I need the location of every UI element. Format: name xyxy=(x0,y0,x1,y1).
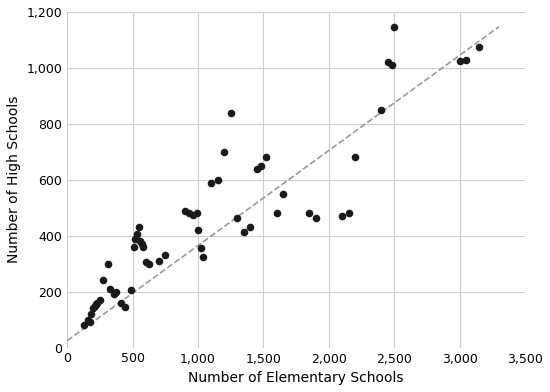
Point xyxy=(344,210,353,216)
Point xyxy=(390,24,399,31)
Point xyxy=(180,207,189,214)
Point xyxy=(138,241,146,247)
Point xyxy=(134,224,143,230)
Point xyxy=(246,224,255,230)
Point xyxy=(462,56,471,63)
Point xyxy=(130,244,139,250)
Point xyxy=(87,311,96,317)
Point xyxy=(239,229,248,235)
Point xyxy=(207,180,216,186)
Point xyxy=(93,300,102,306)
Point xyxy=(475,44,484,50)
Point xyxy=(184,210,193,216)
Point xyxy=(377,107,386,113)
Point xyxy=(233,214,241,221)
Point xyxy=(92,301,101,307)
Point xyxy=(80,322,89,328)
Point xyxy=(199,254,208,260)
Point xyxy=(189,212,197,218)
Point xyxy=(89,305,98,312)
Point xyxy=(213,177,222,183)
Point xyxy=(387,62,396,68)
Point xyxy=(106,286,115,292)
Point xyxy=(112,289,120,295)
Point xyxy=(120,304,129,310)
Point xyxy=(279,191,288,197)
Point xyxy=(96,297,104,303)
Point xyxy=(194,227,202,233)
Point xyxy=(161,252,170,258)
Point xyxy=(272,210,281,216)
Point xyxy=(86,319,95,326)
Point xyxy=(145,261,153,267)
Point xyxy=(338,213,346,219)
Y-axis label: Number of High Schools: Number of High Schools xyxy=(7,96,21,263)
Point xyxy=(262,154,271,161)
Point xyxy=(131,236,140,242)
Point xyxy=(192,210,201,216)
Point xyxy=(351,154,360,161)
Point xyxy=(252,165,261,172)
Point xyxy=(110,291,119,298)
Point xyxy=(455,58,464,64)
Point xyxy=(220,149,229,155)
Point xyxy=(84,316,92,323)
Point xyxy=(127,287,136,294)
Point xyxy=(155,258,163,264)
Point xyxy=(305,210,314,216)
Point xyxy=(98,278,107,284)
Point xyxy=(133,231,142,238)
Point xyxy=(90,303,99,309)
Point xyxy=(227,109,235,116)
Point xyxy=(139,244,147,250)
Point xyxy=(117,300,125,306)
Point xyxy=(383,59,392,65)
Point xyxy=(256,163,265,169)
Point xyxy=(103,261,112,267)
Point xyxy=(141,259,150,265)
Point xyxy=(311,214,320,221)
Point xyxy=(136,238,145,245)
Point xyxy=(196,245,205,251)
X-axis label: Number of Elementary Schools: Number of Elementary Schools xyxy=(189,371,404,385)
